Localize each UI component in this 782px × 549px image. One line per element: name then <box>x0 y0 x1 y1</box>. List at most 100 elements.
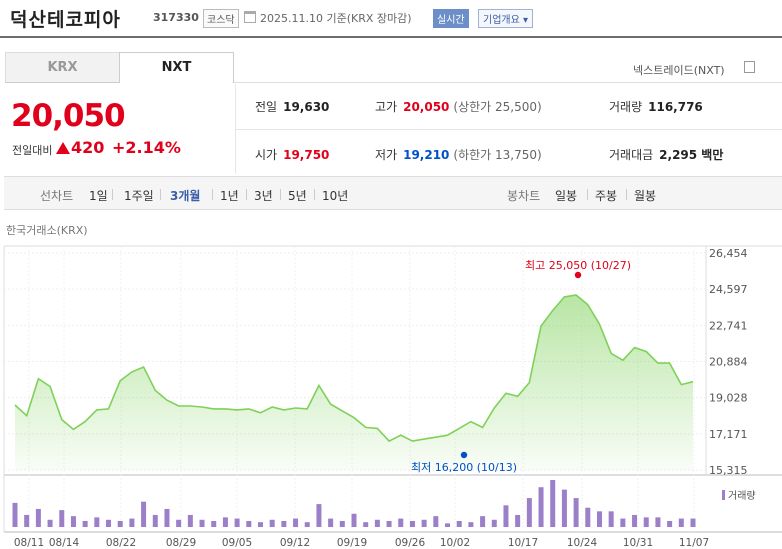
volume-bar <box>550 480 556 527</box>
volume-bar <box>515 514 521 527</box>
tab-nxt[interactable]: NXT <box>119 52 234 83</box>
open-price: 시가 19,750 <box>255 148 330 162</box>
volume: 거래량 116,776 <box>609 100 703 114</box>
volume-bar <box>374 519 380 527</box>
min-annotation: 최저 16,200 (10/13) <box>411 461 517 474</box>
volume-bar <box>211 520 217 527</box>
y-tick-label: 24,597 <box>709 283 748 296</box>
nxt-trade-link[interactable]: 넥스트레이드(NXT) <box>633 64 725 77</box>
x-tick-label: 08/22 <box>106 537 136 549</box>
x-tick-label: 10/31 <box>623 537 653 549</box>
volume-bar <box>480 516 486 527</box>
period-10y[interactable]: 10년 <box>322 189 349 203</box>
price-chart[interactable]: 26,454 24,597 22,741 20,884 19,028 17,171 15,3… <box>0 236 782 549</box>
period-3m[interactable]: 3개월 <box>170 189 201 203</box>
volume-bar <box>24 514 30 527</box>
volume-legend-swatch <box>722 490 725 500</box>
volume-bar <box>620 518 626 527</box>
volume-bar <box>409 520 415 527</box>
price-line <box>14 294 694 443</box>
volume-bar <box>643 517 649 527</box>
divider <box>246 189 247 200</box>
tab-divider <box>234 82 782 83</box>
volume-bar <box>269 519 275 527</box>
reference-date: 2025.11.10 기준(KRX 장마감) <box>260 12 412 25</box>
y-tick-label: 26,454 <box>709 247 748 260</box>
divider <box>314 189 315 200</box>
period-bar: 선차트 1일 1주일 3개월 1년 3년 5년 10년 봉차트 일봉 주봉 월봉 <box>4 176 782 210</box>
high-price: 고가 20,050 (상한가 25,500) <box>375 100 542 114</box>
volume-bar <box>117 520 123 527</box>
volume-bar <box>351 513 357 527</box>
period-3y[interactable]: 3년 <box>254 189 273 203</box>
min-marker <box>460 451 468 459</box>
volume-bar <box>316 504 322 527</box>
volume-bar <box>70 516 76 527</box>
popup-icon[interactable] <box>744 61 755 73</box>
realtime-button[interactable]: 실시간 <box>433 9 469 28</box>
x-tick-label: 08/11 <box>14 537 44 549</box>
volume-bar <box>491 519 497 527</box>
volume-bar <box>257 522 263 527</box>
x-tick-label: 09/12 <box>280 537 310 549</box>
change-label: 전일대비 <box>12 144 53 157</box>
period-1w[interactable]: 1주일 <box>124 189 154 203</box>
volume-bar <box>222 517 228 527</box>
volume-bar <box>585 507 591 527</box>
chart-source: 한국거래소(KRX) <box>6 224 88 237</box>
volume-bar <box>106 519 112 527</box>
change-percent: +2.14% <box>112 138 181 157</box>
volume-bar <box>456 520 462 527</box>
candle-weekly[interactable]: 주봉 <box>595 189 618 203</box>
period-5y[interactable]: 5년 <box>288 189 307 203</box>
low-price: 저가 19,210 (하한가 13,750) <box>375 148 542 162</box>
x-tick-label: 08/14 <box>49 537 80 549</box>
volume-bar <box>503 505 509 527</box>
candle-monthly[interactable]: 월봉 <box>634 189 657 203</box>
stock-code: 317330 <box>153 11 199 24</box>
volume-bar <box>59 510 65 527</box>
change-value: 420 <box>56 138 104 157</box>
volume-bar <box>433 516 439 527</box>
company-info-button[interactable]: 기업개요 ▾ <box>478 9 533 28</box>
current-price: 20,050 <box>11 98 126 134</box>
period-1d[interactable]: 1일 <box>89 189 108 203</box>
up-arrow-icon <box>56 142 70 154</box>
x-tick-label: 11/07 <box>679 537 709 549</box>
stock-header: 덕산테코피아 317330 코스닥 2025.11.10 기준(KRX 장마감)… <box>0 0 782 38</box>
volume-bar <box>445 523 451 527</box>
volume-bar <box>141 501 147 527</box>
volume-bar <box>398 518 404 527</box>
y-tick-label: 15,315 <box>709 464 748 477</box>
x-tick-label: 10/02 <box>440 537 470 549</box>
volume-bar <box>632 514 638 527</box>
volume-bar <box>596 511 602 527</box>
price-area <box>15 295 693 470</box>
candle-daily[interactable]: 일봉 <box>555 189 578 203</box>
volume-bar <box>690 518 696 527</box>
volume-bar <box>246 520 252 527</box>
volume-bar <box>234 518 240 527</box>
x-tick-label: 10/17 <box>508 537 538 549</box>
trade-amount: 거래대금 2,295 백만 <box>609 148 724 162</box>
volume-bar <box>293 518 299 527</box>
volume-bar <box>176 519 182 527</box>
volume-bar <box>538 487 544 527</box>
divider <box>626 189 627 200</box>
volume-bar <box>561 489 567 527</box>
x-tick-label: 10/24 <box>567 537 598 549</box>
volume-bar <box>82 520 88 527</box>
market-badge: 코스닥 <box>203 9 239 28</box>
line-chart-label: 선차트 <box>40 189 74 203</box>
volume-legend: 거래량 <box>728 490 756 502</box>
tab-krx[interactable]: KRX <box>5 52 120 83</box>
divider <box>235 129 782 130</box>
volume-bar <box>164 508 170 527</box>
divider <box>212 189 213 200</box>
volume-bar <box>12 502 18 527</box>
period-1y[interactable]: 1년 <box>220 189 239 203</box>
x-tick-label: 08/29 <box>166 537 196 549</box>
volume-bar <box>655 517 661 527</box>
volume-bar <box>281 520 287 527</box>
volume-bar <box>94 517 100 527</box>
